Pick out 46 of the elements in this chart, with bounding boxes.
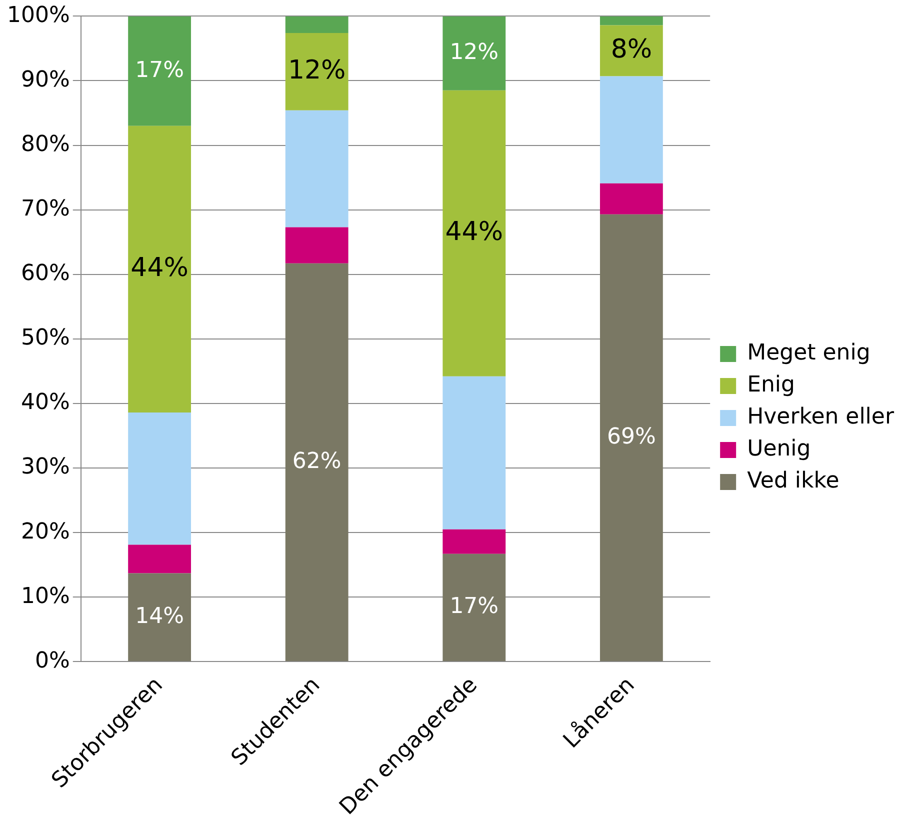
bar — [128, 412, 192, 545]
bar — [285, 263, 348, 662]
bar — [600, 25, 663, 76]
legend-label: Hverken eller — [747, 404, 895, 430]
bar — [285, 32, 348, 110]
bar — [442, 554, 506, 662]
data-label: 12% — [450, 40, 499, 66]
bar — [285, 227, 348, 264]
legend-label: Uenig — [747, 436, 811, 462]
y-tick-label: 70% — [20, 196, 70, 222]
y-tick-label: 10% — [20, 584, 70, 609]
bar — [442, 529, 506, 554]
data-label: 12% — [288, 55, 346, 86]
data-label: 44% — [445, 217, 504, 248]
legend-label: Enig — [747, 372, 796, 398]
data-label: 69% — [606, 424, 656, 450]
bar — [442, 90, 506, 376]
y-tick-label: 80% — [20, 132, 70, 158]
bar — [442, 376, 506, 530]
y-tick-label: 0% — [34, 648, 70, 674]
bar — [128, 16, 192, 126]
bar — [600, 214, 663, 662]
bar — [128, 126, 192, 412]
y-tick-label: 20% — [20, 519, 70, 544]
bar — [600, 183, 663, 214]
bar — [442, 16, 506, 90]
data-label: 14% — [135, 604, 184, 629]
bar — [285, 16, 348, 33]
y-tick-label: 50% — [20, 326, 70, 351]
bar — [600, 16, 663, 26]
bar — [600, 76, 663, 184]
bar — [285, 110, 348, 228]
legend-label: Ved ikke — [747, 468, 840, 494]
y-tick-label: 30% — [20, 454, 70, 480]
data-label: 17% — [135, 58, 184, 83]
data-label: 17% — [450, 594, 499, 620]
data-label: 62% — [292, 448, 342, 474]
bar — [128, 544, 192, 574]
bar — [128, 573, 192, 662]
data-label: 8% — [610, 34, 652, 64]
data-label: 44% — [130, 252, 188, 283]
y-tick-label: 60% — [20, 261, 70, 286]
y-tick-label: 90% — [20, 67, 70, 92]
y-tick-label: 40% — [20, 390, 70, 416]
y-tick-label: 100% — [6, 2, 70, 28]
legend-label: Meget enig — [747, 340, 870, 366]
